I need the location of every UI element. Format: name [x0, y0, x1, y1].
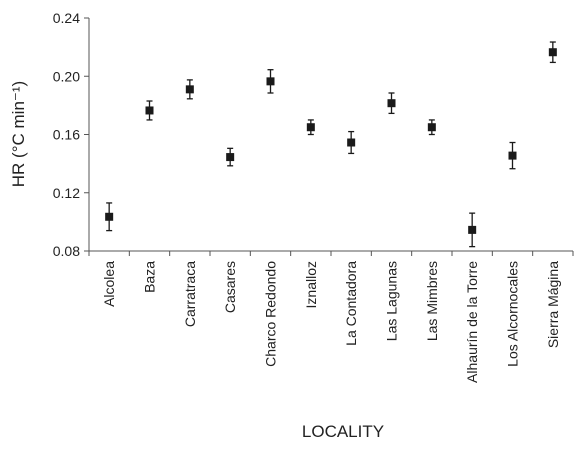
y-tick-label: 0.08 [53, 243, 80, 259]
x-tick-label: Alhaurín de la Torre [464, 261, 480, 383]
data-point [226, 153, 235, 162]
data-point [548, 48, 557, 57]
data-point [468, 225, 477, 234]
x-tick-label: Sierra Mágina [545, 261, 561, 348]
data-point [306, 123, 315, 132]
x-tick-label: Las Lagunas [384, 261, 400, 341]
y-tick-label: 0.20 [53, 68, 80, 84]
x-tick-label: Iznalloz [303, 261, 319, 308]
axes [88, 18, 573, 252]
y-axis-title: HR (°C min⁻¹) [9, 81, 28, 187]
x-tick-label: Los Alcornocales [505, 261, 521, 367]
data-point [185, 85, 194, 94]
x-tick-label: Carratraca [182, 261, 198, 327]
y-tick-label: 0.24 [53, 10, 80, 26]
x-tick-label: Charco Redondo [263, 261, 279, 367]
x-tick-label: Alcolea [101, 261, 117, 307]
y-tick-label: 0.12 [53, 185, 80, 201]
data-point [266, 77, 275, 86]
y-tick-label: 0.16 [53, 127, 80, 143]
data-point [347, 138, 356, 147]
x-tick-label: La Contadora [343, 261, 359, 346]
error-bars [106, 41, 556, 248]
data-points [105, 48, 557, 234]
x-tick-label: Baza [142, 261, 158, 293]
data-point [427, 123, 436, 132]
x-axis-title: LOCALITY [302, 422, 384, 441]
data-point [105, 212, 114, 221]
x-axis-ticks: Alcolea Baza Carratraca Casares Charco Redon… [88, 251, 574, 383]
data-point [145, 106, 154, 115]
y-axis-ticks: 0.08 0.12 0.16 0.20 0.24 [53, 10, 89, 259]
x-tick-label: Las Mimbres [424, 261, 440, 341]
data-point [508, 151, 517, 160]
data-point [387, 99, 396, 108]
x-tick-label: Casares [222, 261, 238, 313]
